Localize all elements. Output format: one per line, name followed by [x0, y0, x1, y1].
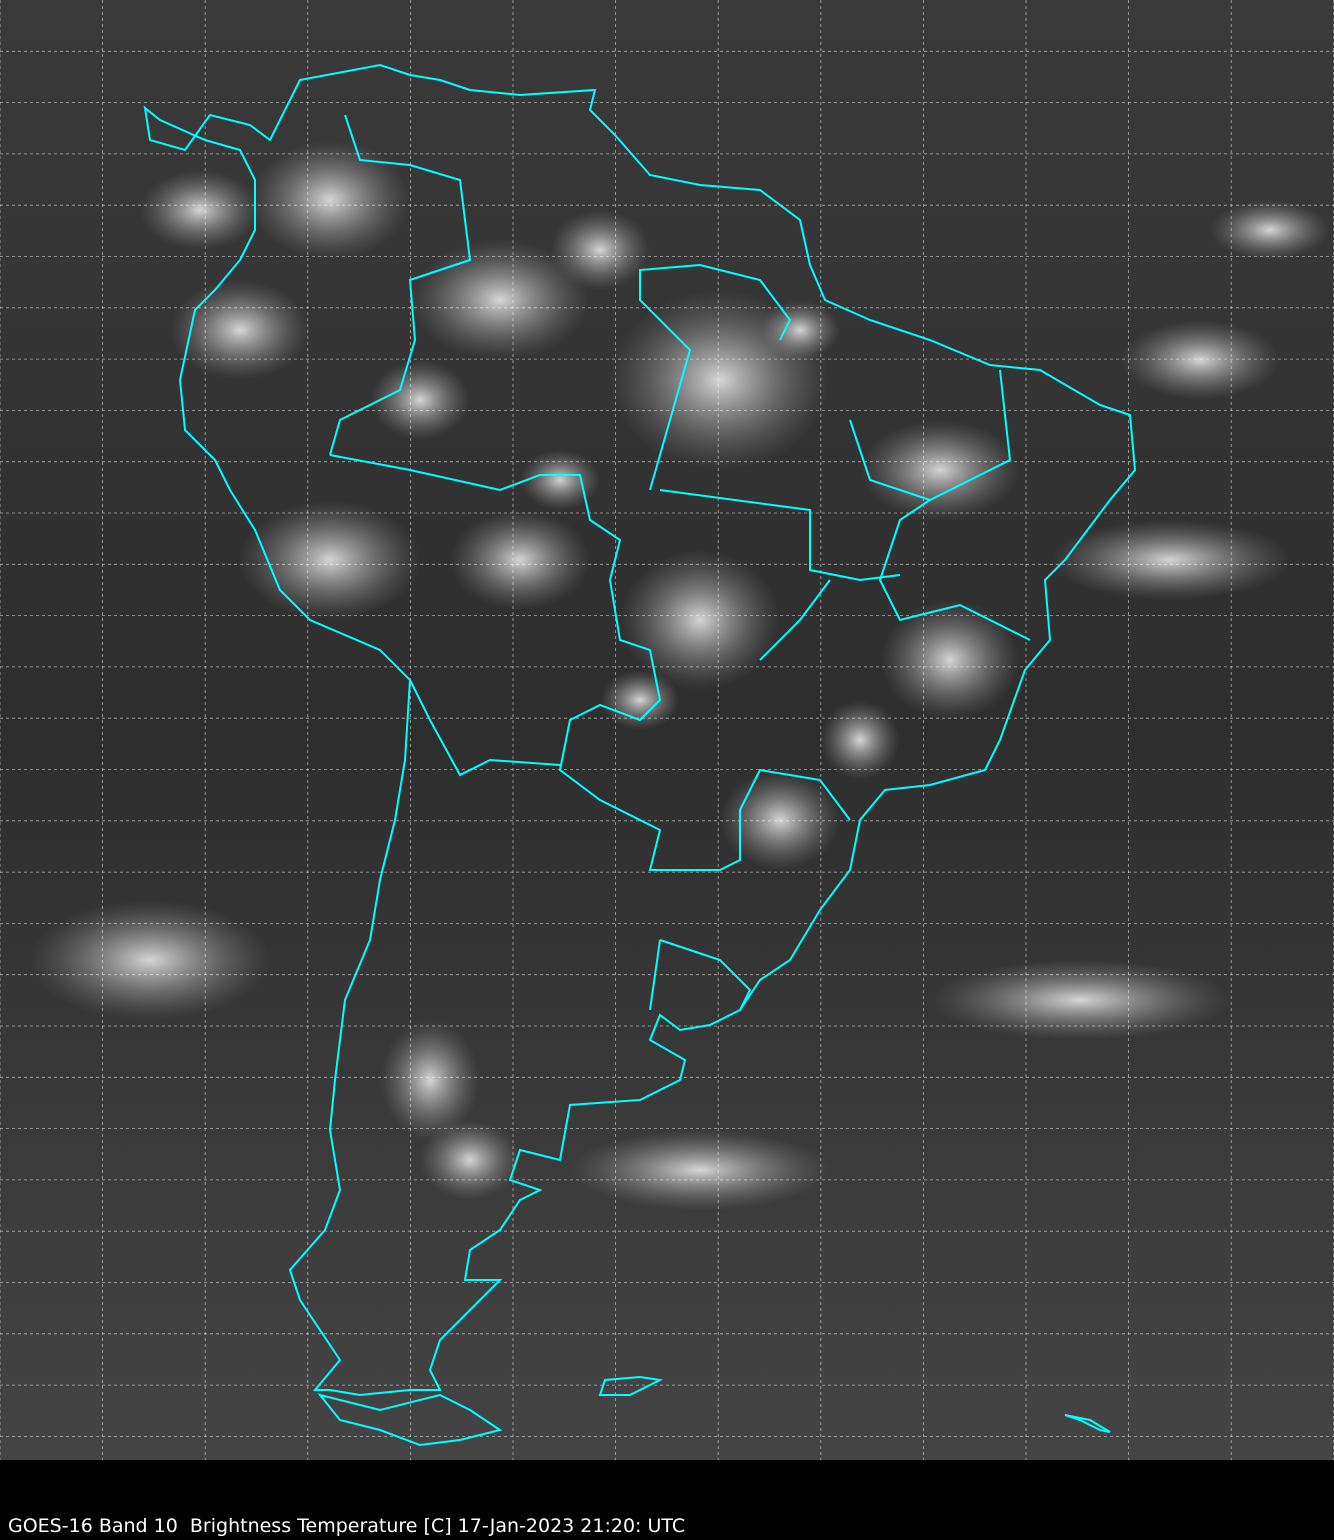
- cloud: [620, 550, 780, 690]
- cloud: [930, 960, 1230, 1040]
- cloud: [520, 450, 600, 510]
- internal-border: [639, 263, 792, 491]
- cloud: [1210, 200, 1330, 260]
- cloud-layer: [30, 140, 1330, 1210]
- internal-border: [329, 454, 851, 871]
- cloud: [240, 500, 420, 620]
- cloud: [1120, 320, 1280, 400]
- cloud: [570, 1130, 830, 1210]
- internal-border: [649, 939, 752, 1011]
- cloud: [450, 510, 590, 610]
- cloud: [140, 170, 260, 250]
- figure-caption: GOES-16 Band 10 Brightness Temperature […: [8, 1515, 686, 1537]
- cloud: [600, 670, 680, 730]
- cloud: [420, 1120, 520, 1200]
- cloud: [720, 770, 840, 870]
- cloud: [30, 900, 270, 1020]
- cloud: [380, 1020, 480, 1140]
- south-georgia: [1064, 1414, 1111, 1433]
- cloud: [410, 240, 590, 360]
- cloud: [370, 360, 470, 440]
- cloud: [550, 210, 650, 290]
- internal-border: [659, 489, 901, 661]
- lat-lon-grid: [0, 0, 1334, 1460]
- cloud: [820, 700, 900, 780]
- cloud: [860, 420, 1020, 520]
- cloud: [250, 140, 410, 260]
- country-borders: [143, 63, 1137, 1447]
- internal-border: [849, 369, 1031, 641]
- internal-border: [409, 679, 561, 777]
- cloud: [1050, 520, 1290, 600]
- cloud: [760, 300, 840, 360]
- falkland-islands: [598, 1375, 664, 1396]
- tierra-del-fuego: [317, 1393, 503, 1447]
- cloud: [880, 600, 1020, 720]
- south-america-coastline: [143, 63, 1137, 1397]
- internal-border: [329, 114, 472, 456]
- satellite-image: [0, 0, 1334, 1460]
